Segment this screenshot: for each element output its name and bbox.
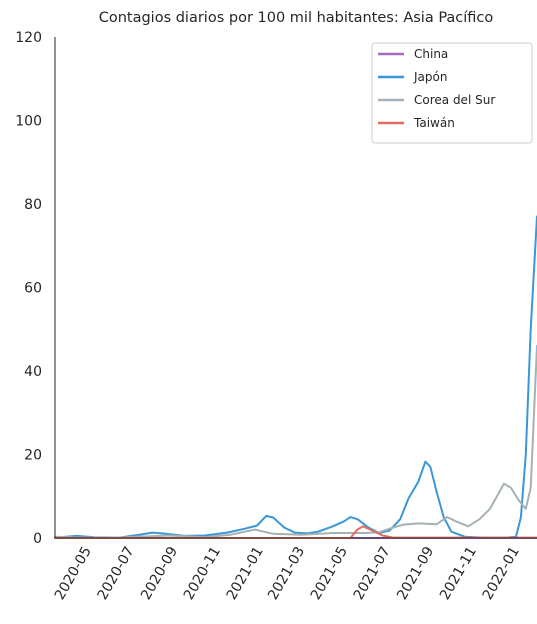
chart-title: Contagios diarios por 100 mil habitantes… [99,10,494,26]
y-tick-label: 80 [24,197,42,213]
series-line-corea-del-sur [54,344,537,539]
legend-label-china: China [414,47,448,61]
series-layer [54,215,537,539]
y-tick-labels: 0 20 40 60 80 100 120 [15,30,42,547]
series-line-japon [54,215,537,539]
x-tick-label: 2022-01 [480,544,523,603]
x-tick-label: 2020-05 [52,544,95,603]
y-tick-label: 20 [24,448,42,464]
legend-label-taiwan: Taiwán [413,116,455,130]
x-tick-label: 2021-05 [308,544,351,603]
x-tick-label: 2021-07 [351,544,394,603]
x-tick-label: 2020-11 [181,544,224,603]
axes-layer [54,37,537,539]
series-line-taiwan [54,525,537,539]
x-tick-label: 2021-03 [265,544,308,603]
legend: China Japón Corea del Sur Taiwán [371,42,533,144]
y-tick-label: 0 [33,531,42,547]
x-tick-label: 2020-07 [95,544,138,603]
y-tick-label: 100 [15,114,42,130]
y-tick-label: 40 [24,364,42,380]
y-tick-label: 60 [24,281,42,297]
x-tick-label: 2021-11 [437,544,480,603]
x-tick-label: 2021-09 [394,544,437,603]
legend-box [371,42,533,144]
x-tick-labels: 2020-05 2020-07 2020-09 2020-11 2021-012021-… [52,544,523,603]
legend-label-corea-del-sur: Corea del Sur [414,93,495,107]
legend-label-japon: Japón [413,70,447,84]
x-tick-label: 2021-01 [224,544,267,603]
y-tick-label: 120 [15,30,42,46]
x-tick-label: 2020-09 [138,544,181,603]
